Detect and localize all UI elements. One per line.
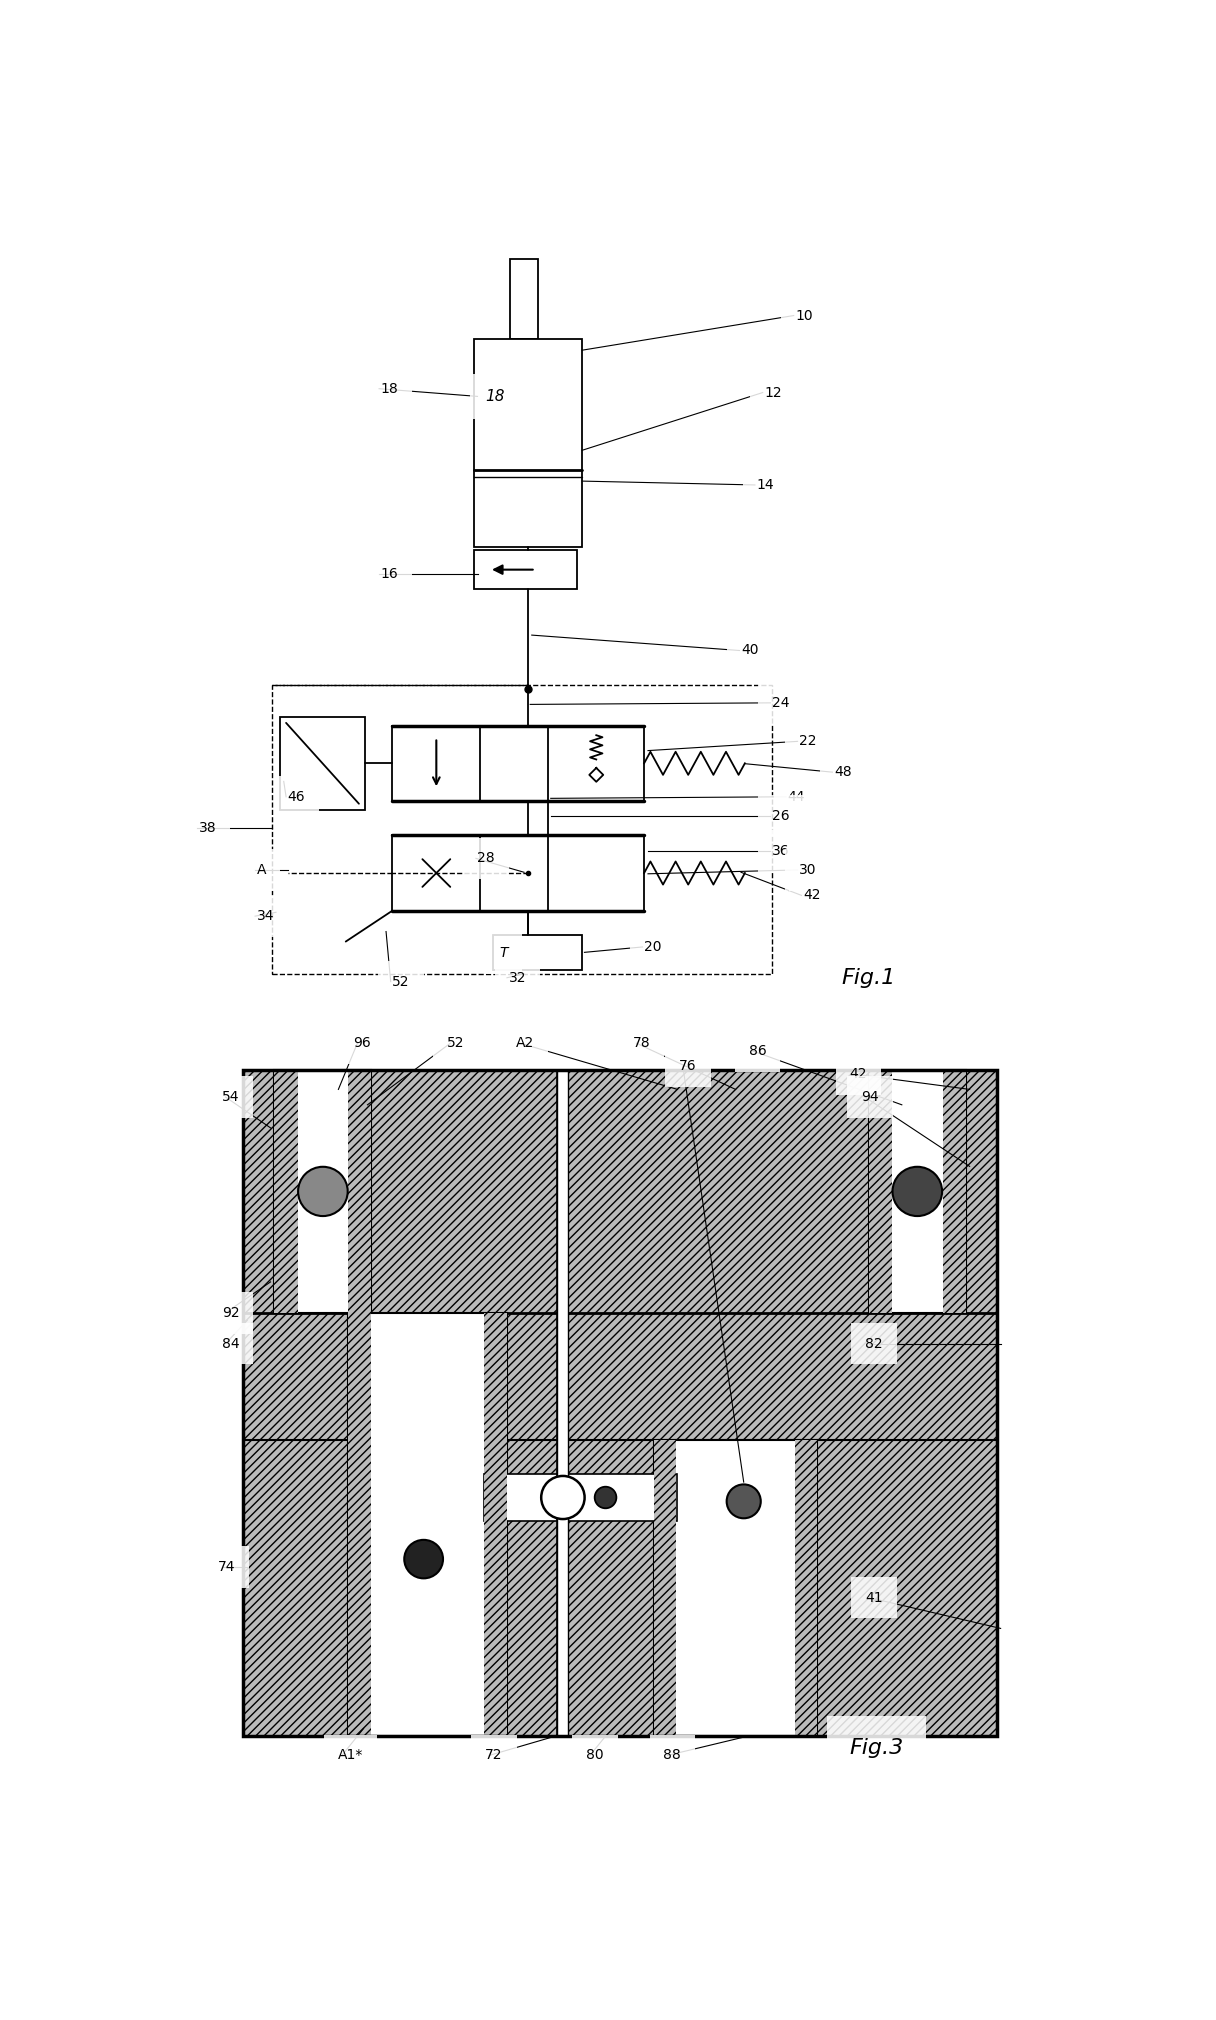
Text: 74: 74: [218, 1559, 236, 1574]
Text: 28: 28: [478, 850, 495, 865]
Circle shape: [727, 1485, 761, 1519]
Circle shape: [404, 1539, 443, 1578]
Bar: [942, 1071, 966, 1313]
Text: 52: 52: [393, 974, 410, 988]
Text: 20: 20: [644, 939, 662, 953]
Text: 40: 40: [741, 644, 759, 656]
Bar: [869, 1071, 966, 1313]
Bar: [243, 1071, 997, 1737]
Text: 48: 48: [834, 766, 851, 780]
Bar: [393, 725, 644, 800]
Text: 44: 44: [788, 790, 805, 804]
Text: 12: 12: [764, 386, 782, 400]
Text: 32: 32: [508, 972, 527, 986]
Text: 76: 76: [679, 1058, 697, 1073]
Text: 30: 30: [799, 863, 817, 877]
Text: 34: 34: [257, 909, 274, 923]
Text: A: A: [257, 863, 266, 877]
Bar: [795, 1440, 817, 1737]
Bar: [473, 549, 576, 590]
Text: 24: 24: [772, 695, 789, 709]
Bar: [393, 836, 644, 911]
Bar: [484, 1475, 677, 1521]
Circle shape: [893, 1168, 942, 1216]
Circle shape: [595, 1487, 617, 1509]
Text: 36: 36: [772, 844, 789, 858]
Text: A1*: A1*: [338, 1749, 364, 1761]
Text: 78: 78: [632, 1036, 651, 1050]
Text: 18: 18: [381, 382, 399, 396]
Bar: [280, 717, 365, 810]
Text: 14: 14: [756, 479, 775, 493]
Bar: [654, 1440, 817, 1737]
Bar: [348, 1071, 371, 1313]
Bar: [473, 339, 582, 547]
Text: A2: A2: [517, 1036, 535, 1050]
Text: 96: 96: [354, 1036, 371, 1050]
Text: 16: 16: [381, 566, 399, 580]
Text: 18: 18: [485, 390, 505, 404]
Bar: [243, 1071, 997, 1737]
Text: 72: 72: [485, 1749, 502, 1761]
Text: 54: 54: [221, 1091, 240, 1105]
Text: 88: 88: [664, 1749, 681, 1761]
Bar: [484, 1313, 507, 1737]
Text: 42: 42: [850, 1067, 867, 1081]
Text: 46: 46: [288, 790, 305, 804]
Bar: [869, 1071, 893, 1313]
Text: 42: 42: [803, 889, 821, 903]
Text: T: T: [500, 945, 508, 959]
Text: 22: 22: [799, 735, 817, 747]
Text: 26: 26: [772, 810, 789, 822]
Bar: [348, 1313, 371, 1737]
Bar: [654, 1440, 676, 1737]
Bar: [275, 1071, 298, 1313]
Text: 52: 52: [446, 1036, 465, 1050]
Text: 80: 80: [586, 1749, 603, 1761]
Bar: [275, 1071, 371, 1313]
Bar: [557, 1071, 568, 1737]
Text: 82: 82: [865, 1337, 883, 1351]
Bar: [557, 1071, 568, 1737]
Circle shape: [541, 1477, 585, 1519]
Text: 84: 84: [221, 1337, 240, 1351]
Text: 92: 92: [221, 1305, 240, 1319]
Bar: [348, 1313, 507, 1737]
Circle shape: [298, 1168, 348, 1216]
Text: 38: 38: [198, 820, 216, 834]
Text: Fig.1: Fig.1: [841, 968, 896, 988]
Bar: [243, 1071, 997, 1737]
Text: 41: 41: [865, 1590, 883, 1604]
Text: Fig.3: Fig.3: [850, 1737, 903, 1757]
Bar: [492, 935, 582, 970]
Bar: [510, 259, 537, 339]
Bar: [272, 685, 772, 974]
Text: 94: 94: [861, 1091, 879, 1105]
Text: 10: 10: [795, 309, 812, 323]
Text: 86: 86: [749, 1044, 766, 1058]
